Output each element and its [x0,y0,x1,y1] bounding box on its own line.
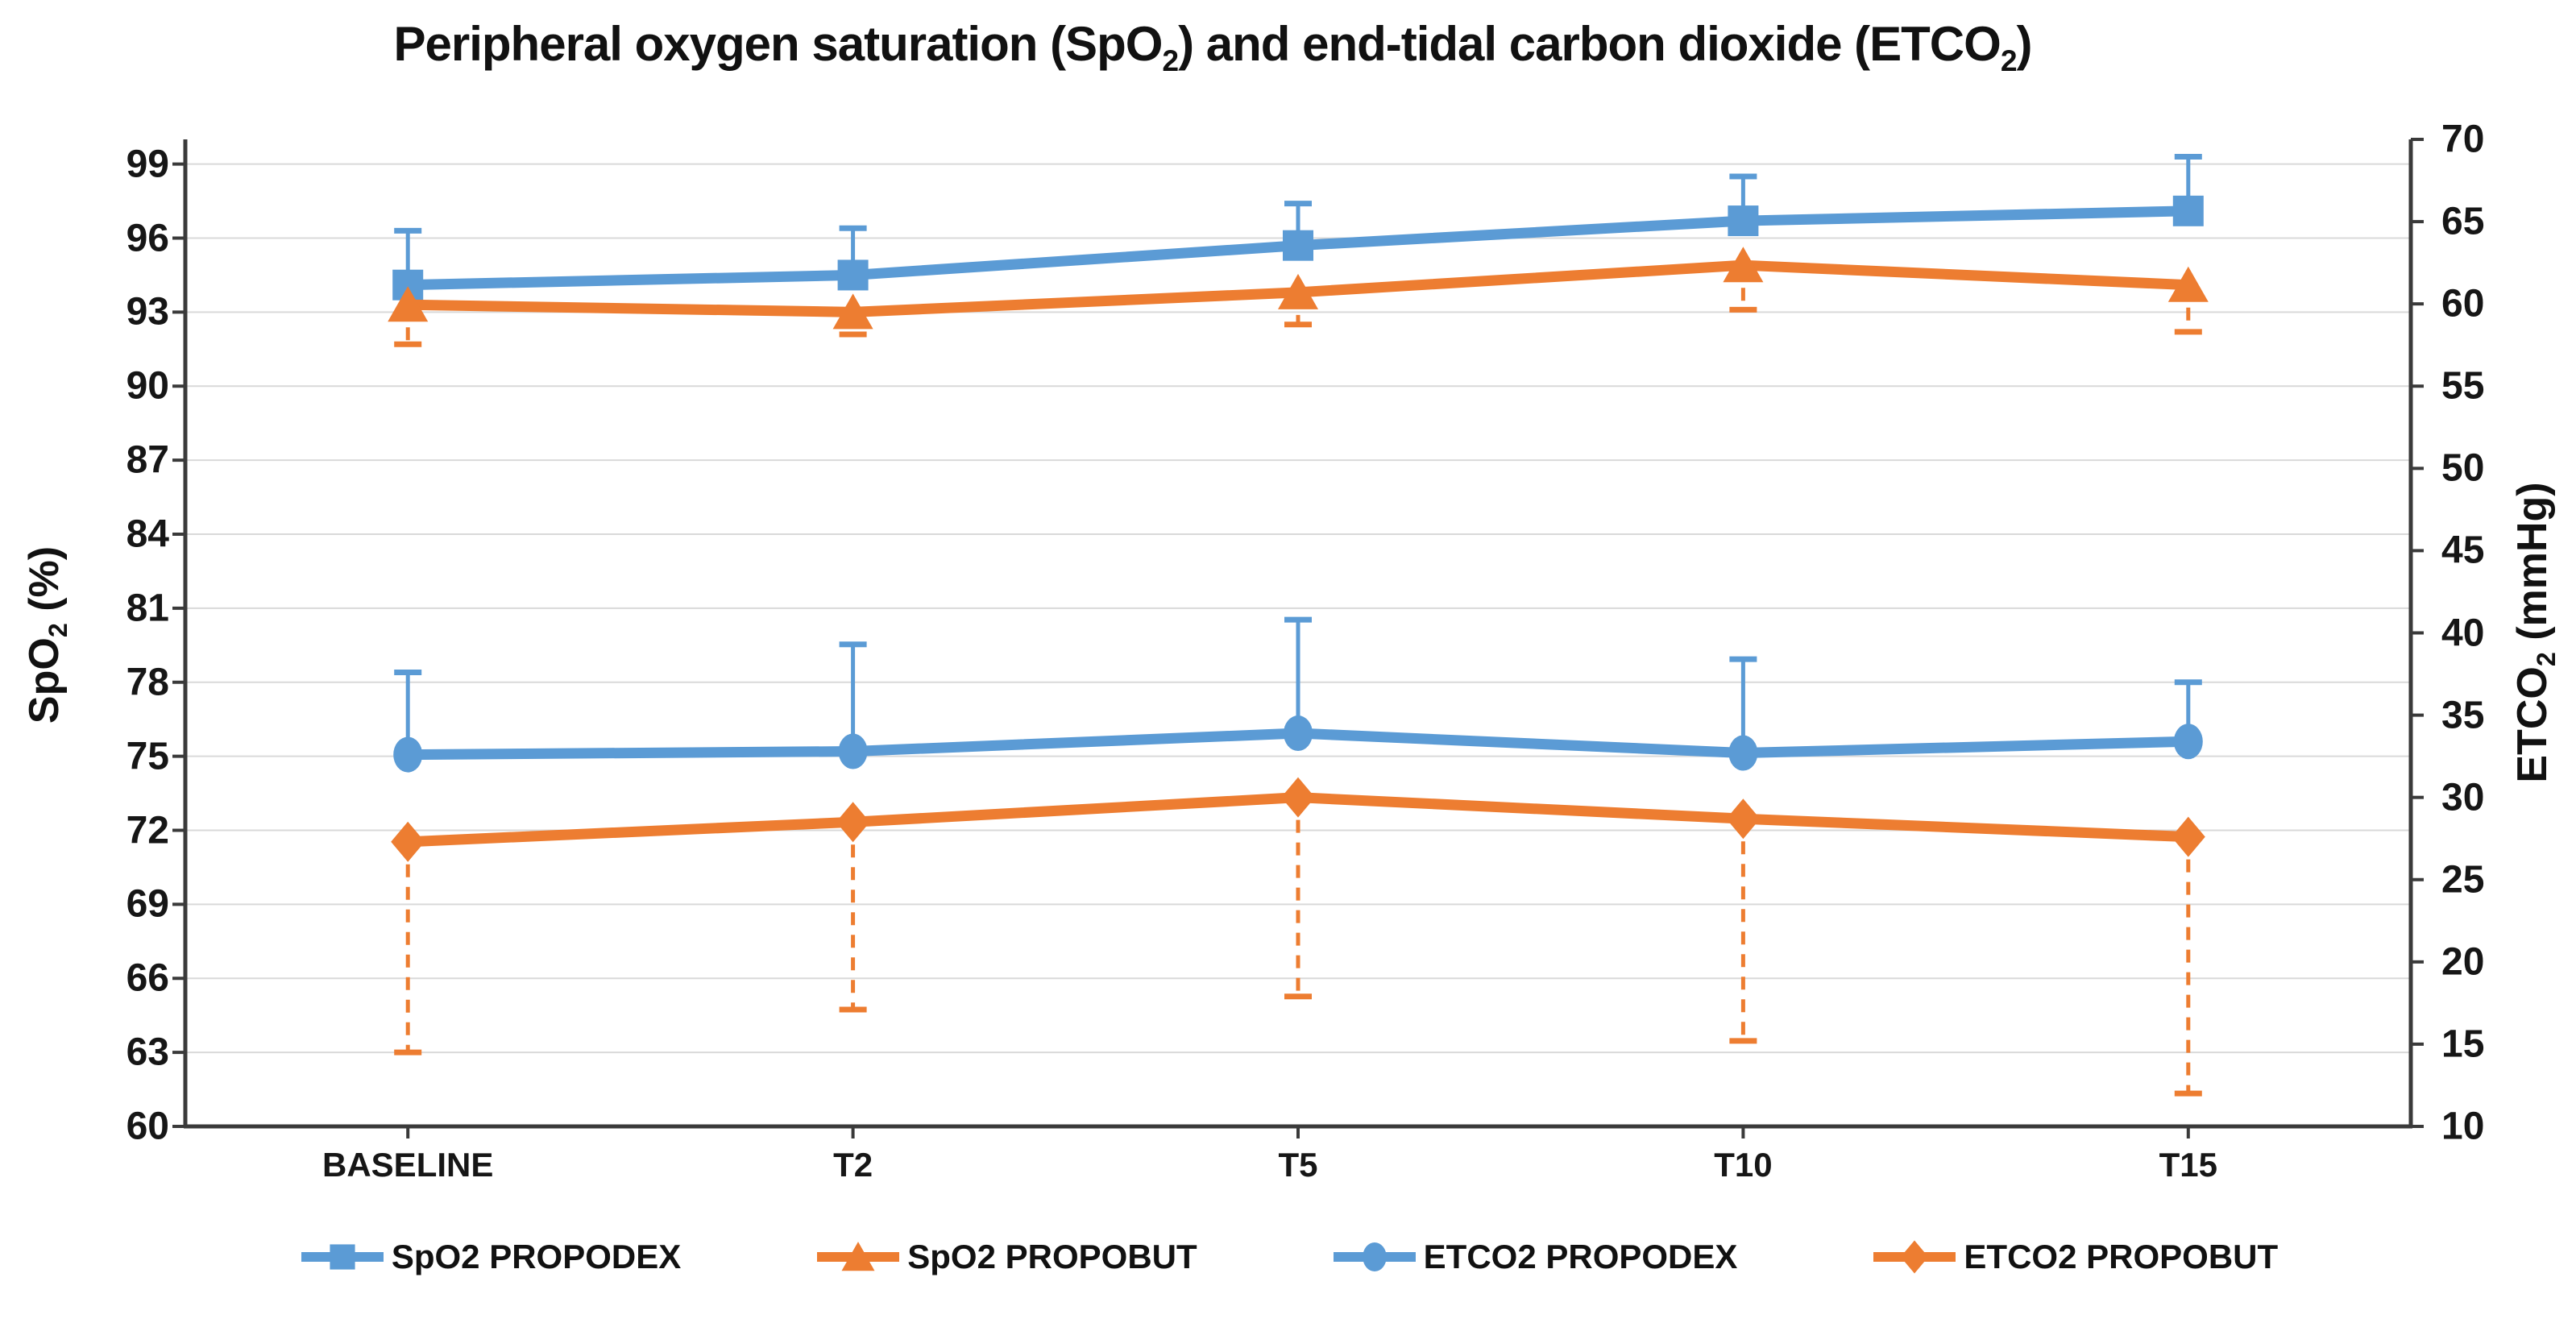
circle-marker [1362,1242,1387,1272]
triangle-marker [1278,273,1318,309]
chart-title-text: ) [2016,17,2033,71]
circle-marker [1728,735,1758,771]
right-tick-label: 60 [2441,282,2485,326]
left-tick-label: 96 [126,217,169,259]
x-category-label: T15 [2159,1146,2217,1184]
legend-item-label: SpO2 PROPOBUT [907,1238,1197,1275]
x-category-label: BASELINE [322,1146,494,1184]
legend-item-spo2-propobut: SpO2 PROPOBUT [814,1231,1197,1283]
right-tick-label: 50 [2441,446,2485,490]
legend-item-etco2-propodex: ETCO2 PROPODEX [1330,1231,1738,1283]
chart-title-subscript: 2 [2000,44,2018,77]
legend-item-etco2-propobut: ETCO2 PROPOBUT [1870,1231,2278,1283]
square-marker [837,259,869,291]
right-tick-label: 20 [2441,940,2485,984]
right-tick-label: 55 [2441,364,2485,408]
right-tick-label: 35 [2441,694,2485,737]
legend-item-spo2-propodex: SpO2 PROPODEX [298,1231,681,1283]
triangle-marker [1723,247,1764,283]
triangle-marker [841,1242,875,1271]
left-tick-label: 66 [126,956,169,1000]
triangle-marker [2167,266,2209,302]
chart-title-text: Peripheral oxygen saturation (SpO [393,17,1164,71]
circle-marker [393,736,423,773]
square-marker [1283,230,1313,261]
left-tick-label: 90 [126,364,169,408]
chart-title-subscript: 2 [1162,44,1179,77]
x-category-label: T2 [833,1146,873,1184]
circle-marker [1284,715,1313,752]
chart-title: Peripheral oxygen saturation (SpO2) and … [0,16,2425,78]
chart-title-text: ) and end-tidal carbon dioxide (ETCO [1178,17,2001,71]
square-legend-marker-icon [301,1244,384,1270]
right-tick-label: 25 [2441,858,2485,902]
square-marker [330,1244,355,1270]
triangle-marker [388,286,429,322]
circle-marker [838,733,868,769]
left-tick-label: 81 [126,587,169,630]
left-tick-label: 75 [126,735,169,778]
left-tick-label: 63 [126,1031,169,1074]
legend-item-label: SpO2 PROPODEX [391,1238,682,1275]
square-marker [2172,195,2204,226]
legend: SpO2 PROPODEX SpO2 PROPOBUT ETCO2 PROPODEX… [0,1231,2576,1283]
right-tick-label: 45 [2441,529,2485,572]
diamond-marker [1901,1240,1929,1274]
right-tick-label: 30 [2441,776,2485,819]
right-tick-label: 10 [2441,1105,2485,1148]
legend-item-label: ETCO2 PROPOBUT [1964,1238,2279,1275]
diamond-marker [1281,777,1315,818]
triangle-legend-marker-icon [817,1242,900,1271]
right-tick-label: 65 [2441,200,2485,243]
right-tick-label: 40 [2441,612,2485,654]
x-category-label: T10 [1714,1146,1773,1184]
diamond-marker [836,802,870,843]
diamond-marker [1726,798,1761,840]
circle-marker [2173,724,2203,760]
diamond-marker [391,821,425,862]
right-tick-label: 15 [2441,1022,2485,1066]
left-tick-label: 78 [126,661,169,704]
left-tick-label: 93 [126,290,169,334]
right-tick-label: 70 [2441,118,2485,161]
diamond-legend-marker-icon [1873,1240,1956,1274]
square-marker [1728,205,1759,237]
left-tick-label: 72 [126,809,169,852]
diamond-marker [2171,816,2205,857]
left-tick-label: 87 [126,438,169,482]
left-tick-label: 84 [126,512,169,556]
triangle-marker [832,293,873,330]
left-tick-label: 99 [126,143,169,186]
left-tick-label: 60 [126,1105,169,1148]
x-category-label: T5 [1278,1146,1318,1184]
legend-item-label: ETCO2 PROPODEX [1423,1238,1738,1275]
left-tick-label: 69 [126,882,169,926]
circle-legend-marker-icon [1333,1242,1416,1272]
